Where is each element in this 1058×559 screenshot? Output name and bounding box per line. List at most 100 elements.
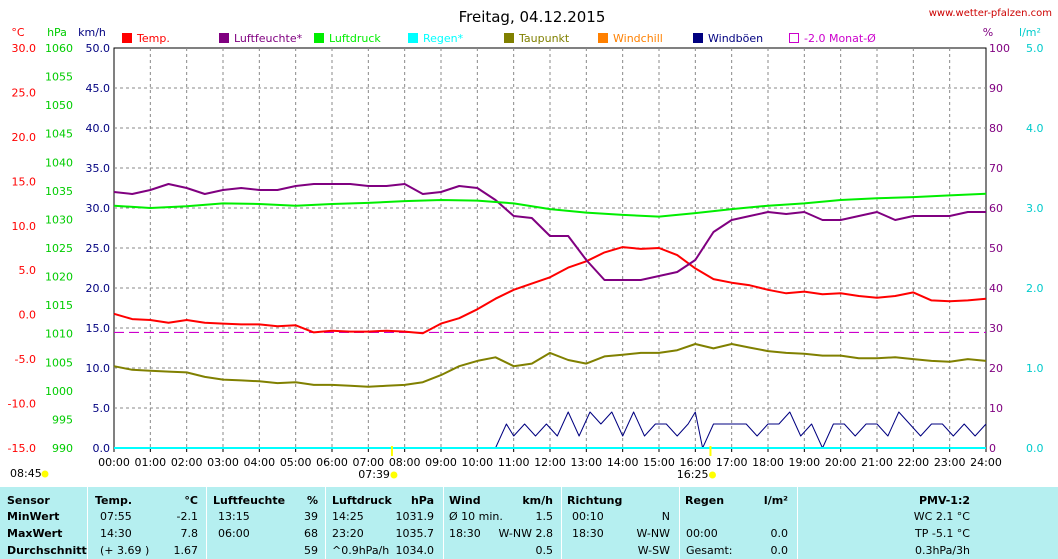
temp-axis-tick-label: -15.0 — [8, 442, 36, 455]
pressure-axis-tick-label: 1030 — [45, 213, 73, 226]
wind-axis-tick-label: 0.0 — [93, 442, 111, 455]
x-tick-label: 04:00 — [243, 456, 275, 469]
legend-swatch — [789, 33, 799, 43]
rain-axis-tick-label: 3.0 — [1026, 202, 1044, 215]
humidity-axis-tick-label: 90 — [989, 82, 1003, 95]
legend-label: Luftfeuchte* — [234, 32, 303, 45]
column-separator — [87, 487, 88, 559]
header-humidity: Luftfeuchte — [213, 494, 286, 507]
stat-cell-p-time: 14:25 — [332, 510, 364, 523]
column-separator — [561, 487, 562, 559]
header-pressure-unit: hPa — [410, 494, 434, 507]
stat-cell-w-val: 0.5 — [535, 544, 554, 557]
column-separator — [206, 487, 207, 559]
temp-axis-tick-label: 15.0 — [12, 175, 37, 188]
temp-axis-tick-label: 5.0 — [19, 264, 37, 277]
time-marker-dot — [708, 471, 716, 479]
stat-cell-h-val: 39 — [304, 510, 318, 523]
column-separator — [797, 487, 798, 559]
humidity-axis-tick-label: 10 — [989, 402, 1003, 415]
pressure-axis-tick-label: 1020 — [45, 271, 73, 284]
pressure-axis-tick-label: 1005 — [45, 356, 73, 369]
legend-swatch — [408, 33, 418, 43]
rain-axis-tick-label: 1.0 — [1026, 362, 1044, 375]
humidity-axis-tick-label: 100 — [989, 42, 1010, 55]
header-rain: Regen — [685, 494, 725, 507]
humidity-axis-unit: % — [983, 26, 993, 39]
wind-axis-tick-label: 15.0 — [86, 322, 111, 335]
stat-cell-h-val: 68 — [304, 527, 318, 540]
header-sensor: Sensor — [7, 494, 50, 507]
stat-cell-pmv: WC 2.1 °C — [913, 510, 970, 523]
wind-axis-tick-label: 25.0 — [86, 242, 111, 255]
rain-axis-tick-label: 2.0 — [1026, 282, 1044, 295]
statistics-table: Sensor Temp. °C Luftfeuchte % Luftdruck … — [0, 487, 1058, 559]
wind-axis-tick-label: 35.0 — [86, 162, 111, 175]
stat-cell-h-time: 13:15 — [218, 510, 250, 523]
pressure-axis-tick-label: 1025 — [45, 242, 73, 255]
legend-label: Temp. — [136, 32, 170, 45]
x-tick-label: 16:00 — [679, 456, 711, 469]
stat-cell-r-time: Gesamt: — [686, 544, 733, 557]
temp-axis-tick-label: 25.0 — [12, 86, 37, 99]
stat-cell-pmv: TP -5.1 °C — [915, 527, 970, 540]
time-marker-label: 07:39 — [358, 468, 390, 481]
pressure-axis-tick-label: 1040 — [45, 156, 73, 169]
x-tick-label: 17:00 — [716, 456, 748, 469]
x-tick-label: 21:00 — [861, 456, 893, 469]
source-link[interactable]: www.wetter-pfalzen.com — [929, 8, 1052, 19]
weather-chart: 00:00 01:00 02:00 03:00 04:00 05:00 06:00 07:00… — [8, 8, 1052, 481]
stat-cell-w-time: 18:30 — [449, 527, 481, 540]
temp-axis-unit: °C — [11, 26, 25, 39]
stat-cell-label: MaxWert — [7, 527, 63, 540]
rain-axis-tick-label: 4.0 — [1026, 122, 1044, 135]
temp-axis-tick-label: -10.0 — [8, 398, 36, 411]
pressure-axis-tick-label: 1045 — [45, 128, 73, 141]
stat-cell-r-val: 0.0 — [770, 544, 789, 557]
humidity-axis-tick-label: 60 — [989, 202, 1003, 215]
stat-cell-p-val: 1031.9 — [395, 510, 435, 523]
column-separator — [325, 487, 326, 559]
pressure-axis-unit: hPa — [47, 26, 67, 39]
stat-cell-h-val: 59 — [304, 544, 318, 557]
x-tick-label: 01:00 — [134, 456, 166, 469]
header-wind-unit: km/h — [522, 494, 553, 507]
header-humidity-unit: % — [306, 494, 318, 507]
x-tick-label: 07:00 — [352, 456, 384, 469]
header-wind: Wind — [449, 494, 481, 507]
series-line-luftfeuchte — [113, 183, 986, 281]
series-line-windb-en — [114, 411, 987, 449]
temp-axis-tick-label: -5.0 — [15, 353, 36, 366]
x-tick-label: 23:00 — [934, 456, 966, 469]
x-tick-label: 08:00 — [389, 456, 421, 469]
rain-axis-unit: l/m² — [1019, 26, 1041, 39]
x-tick-label: 00:00 — [98, 456, 130, 469]
chart-title: Freitag, 04.12.2015 — [459, 8, 606, 26]
x-tick-label: 02:00 — [171, 456, 203, 469]
legend-label: Taupunkt — [518, 32, 570, 45]
pressure-axis-tick-label: 1055 — [45, 71, 73, 84]
stat-cell-t-time: 14:30 — [100, 527, 132, 540]
legend-label: Luftdruck — [329, 32, 381, 45]
series-line-luftdruck — [113, 192, 987, 218]
legend-swatch — [504, 33, 514, 43]
series-line-temp — [113, 246, 987, 335]
x-tick-label: 18:00 — [752, 456, 784, 469]
wind-axis-tick-label: 20.0 — [86, 282, 111, 295]
stat-cell-d-val: W-SW — [637, 544, 670, 557]
stat-cell-label: MinWert — [7, 510, 60, 523]
wind-axis-tick-label: 30.0 — [86, 202, 111, 215]
chart-axes: 00:00 01:00 02:00 03:00 04:00 05:00 06:00 07:00… — [8, 26, 1044, 469]
stat-cell-w-val: W-NW 2.8 — [498, 527, 554, 540]
legend-swatch — [122, 33, 132, 43]
x-tick-label: 20:00 — [825, 456, 857, 469]
humidity-axis-tick-label: 50 — [989, 242, 1003, 255]
legend-swatch — [219, 33, 229, 43]
x-tick-label: 10:00 — [461, 456, 493, 469]
temp-axis-tick-label: 20.0 — [12, 131, 37, 144]
wind-axis-tick-label: 45.0 — [86, 82, 111, 95]
header-rain-unit: l/m² — [763, 494, 788, 507]
x-tick-label: 19:00 — [788, 456, 820, 469]
pressure-axis-tick-label: 1000 — [45, 385, 73, 398]
x-tick-label: 24:00 — [970, 456, 1002, 469]
